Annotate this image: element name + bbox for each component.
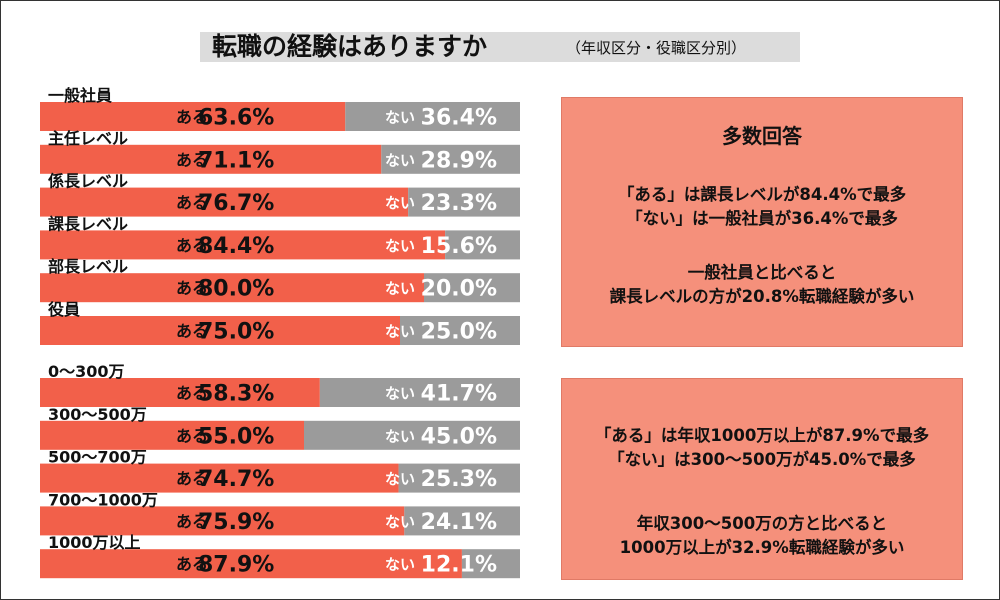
yes-label: ある [176,322,208,341]
bar-yes [40,549,462,579]
no-label: ない [385,556,415,574]
bar-no [404,506,520,536]
yes-label: ある [176,384,208,403]
no-label: ない [385,513,415,531]
category-label: 500～700万 [48,448,147,467]
no-value-label: 28.9% [421,148,497,173]
no-value-label: 41.7% [421,382,497,407]
yes-value-label: 58.3% [198,382,274,407]
yes-value-label: 63.6% [198,106,274,131]
income-summary-box: 「ある」は年収1000万以上が87.9%で最多 「ない」は300～500万が45… [561,378,963,580]
bar-yes [40,378,320,407]
no-value-label: 20.0% [421,277,497,302]
bar-yes [40,463,399,493]
no-value-label: 36.4% [421,106,497,131]
bar-yes [40,230,446,260]
no-label: ない [385,237,415,255]
yes-value-label: 75.0% [198,320,274,345]
category-label: 700～1000万 [48,490,158,509]
category-label: 0～300万 [48,362,125,381]
no-value-label: 24.1% [421,510,497,535]
bar-no [381,144,520,174]
bar-no [424,273,520,303]
category-label: 300～500万 [48,405,147,424]
yes-value-label: 71.1% [198,148,274,173]
summary-line: 一般社員と比べると [687,263,837,282]
bar-no [398,463,520,493]
yes-value-label: 74.7% [198,467,274,492]
yes-value-label: 76.7% [198,191,274,216]
summary-line: 「ある」は年収1000万以上が87.9%で最多 [594,426,930,445]
category-label: 係長レベル [48,172,128,191]
category-label: 課長レベル [48,214,128,233]
no-value-label: 12.1% [421,553,497,578]
category-label: 1000万以上 [48,533,141,552]
summary-line: 「ない」は一般社員が36.4%で最多 [626,209,898,228]
bar-no [408,187,520,217]
bar-yes [40,316,400,345]
yes-label: ある [176,426,208,445]
yes-label: ある [176,108,208,127]
no-label: ない [385,323,415,341]
yes-value-label: 84.4% [198,234,274,259]
yes-value-label: 80.0% [198,277,274,302]
no-label: ない [385,385,415,403]
no-label: ない [385,109,415,127]
bar-no [445,230,520,260]
no-label: ない [385,427,415,445]
bar-yes [40,420,304,450]
category-label: 部長レベル [48,257,128,276]
bar-no [461,549,520,579]
chart-title: 転職の経験はありますか [212,32,488,61]
no-value-label: 25.0% [421,320,497,345]
bar-yes [40,187,409,217]
yes-value-label: 87.9% [198,553,274,578]
no-value-label: 23.3% [421,191,497,216]
yes-label: ある [176,236,208,255]
yes-label: ある [176,469,208,488]
yes-label: ある [176,512,208,531]
bar-yes [40,144,382,174]
summary-line: 1000万以上が32.9%転職経験が多い [619,538,905,557]
bar-yes [40,273,424,303]
no-label: ない [385,470,415,488]
no-label: ない [385,280,415,298]
yes-label: ある [176,150,208,169]
category-label: 一般社員 [48,86,112,105]
category-label: 主任レベル [48,129,128,148]
position-summary-box: 多数回答 「ある」は課長レベルが84.4%で最多 「ない」は一般社員が36.4%… [561,97,963,347]
no-value-label: 45.0% [421,424,497,449]
summary-line: 年収300～500万の方と比べると [636,514,888,533]
bar-no [400,316,520,345]
yes-label: ある [176,193,208,212]
no-label: ない [385,151,415,169]
yes-label: ある [176,555,208,574]
title-band [200,32,800,62]
yes-value-label: 55.0% [198,424,274,449]
summary-line: 「ない」は300～500万が45.0%で最多 [608,450,916,469]
bar-no [304,420,520,450]
yes-label: ある [176,279,208,298]
bar-no [345,102,520,131]
no-label: ない [385,194,415,212]
no-value-label: 15.6% [421,234,497,259]
summary-heading: 多数回答 [722,124,802,148]
yes-value-label: 75.9% [198,510,274,535]
no-value-label: 25.3% [421,467,497,492]
chart-subtitle: （年収区分・役職区分別） [566,39,747,57]
summary-line: 課長レベルの方が20.8%転職経験が多い [609,287,915,306]
summary-line: 「ある」は課長レベルが84.4%で最多 [617,185,907,204]
bar-yes [40,102,346,131]
bar-yes [40,506,405,536]
bar-no [319,378,520,407]
category-label: 役員 [48,300,80,319]
